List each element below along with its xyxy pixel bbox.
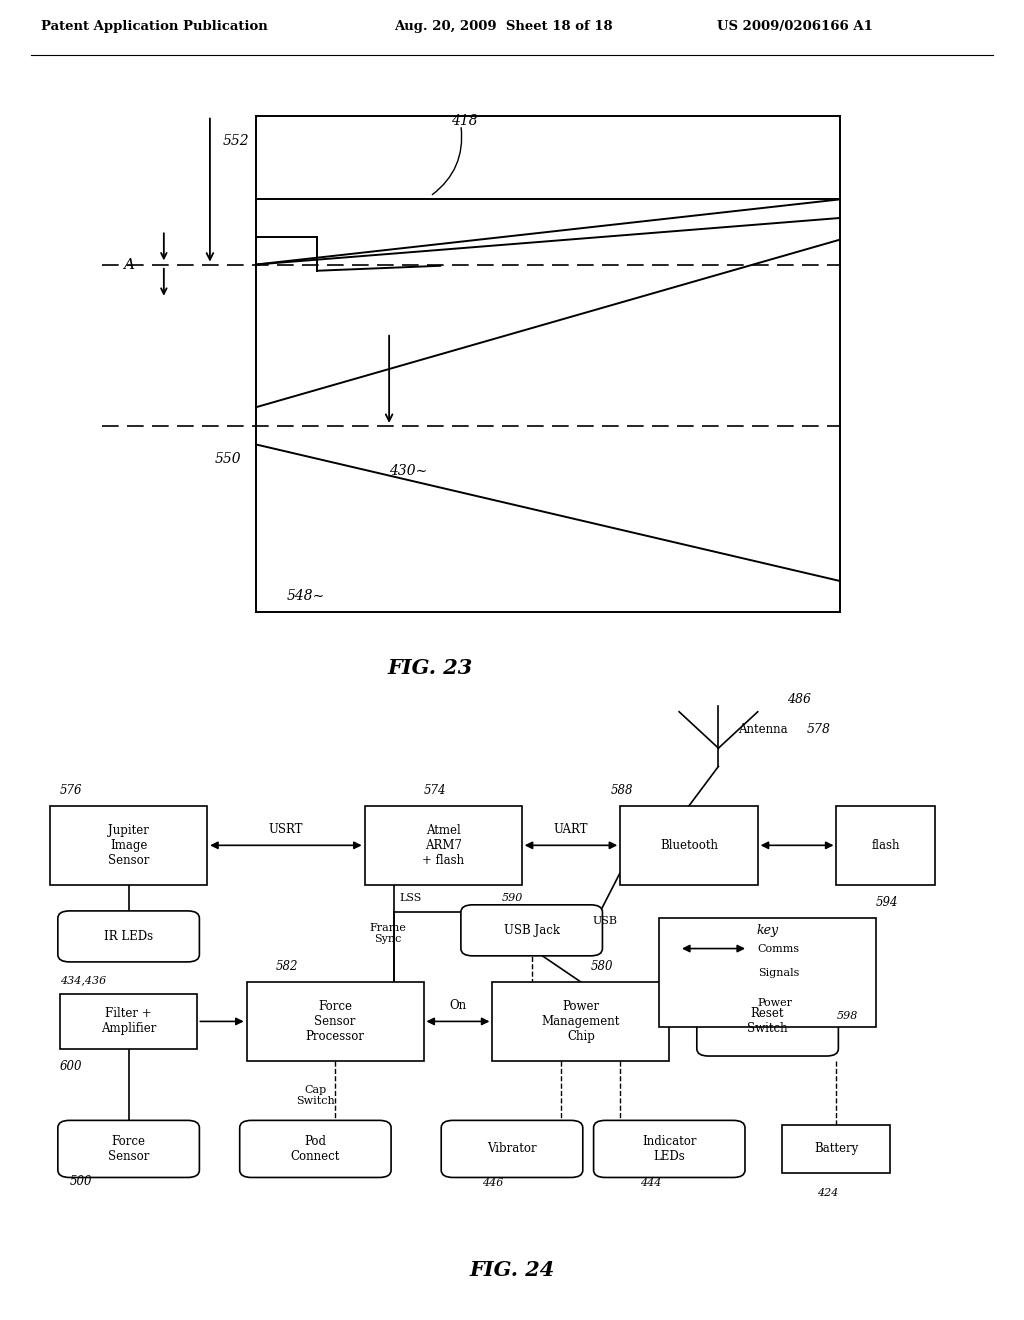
Text: 578: 578: [807, 723, 830, 737]
Text: FIG. 24: FIG. 24: [469, 1261, 555, 1280]
Text: 598: 598: [837, 1011, 858, 1022]
FancyBboxPatch shape: [493, 982, 670, 1061]
Text: flash: flash: [871, 838, 900, 851]
Text: Aug. 20, 2009  Sheet 18 of 18: Aug. 20, 2009 Sheet 18 of 18: [394, 20, 613, 33]
Text: 418: 418: [451, 114, 477, 128]
Text: Power
Management
Chip: Power Management Chip: [542, 1001, 620, 1043]
Text: 594: 594: [876, 896, 898, 909]
Text: Power: Power: [758, 998, 793, 1008]
Text: Jupiter
Image
Sensor: Jupiter Image Sensor: [108, 824, 150, 867]
Text: 552: 552: [222, 135, 249, 148]
Text: Force
Sensor
Processor: Force Sensor Processor: [305, 1001, 365, 1043]
Text: 446: 446: [482, 1179, 504, 1188]
Text: UART: UART: [554, 824, 588, 837]
Text: US 2009/0206166 A1: US 2009/0206166 A1: [717, 20, 872, 33]
Text: Antenna: Antenna: [738, 723, 787, 737]
Text: 500: 500: [70, 1175, 92, 1188]
Text: 588: 588: [610, 784, 633, 797]
Text: 548∼: 548∼: [287, 589, 325, 602]
FancyBboxPatch shape: [441, 1121, 583, 1177]
Text: A: A: [123, 257, 134, 272]
Text: Indicator
LEDs: Indicator LEDs: [642, 1135, 696, 1163]
FancyBboxPatch shape: [247, 982, 424, 1061]
FancyBboxPatch shape: [659, 919, 876, 1027]
FancyBboxPatch shape: [57, 1121, 200, 1177]
Text: 434,436: 434,436: [59, 975, 106, 985]
Text: USRT: USRT: [268, 824, 303, 837]
FancyBboxPatch shape: [837, 805, 935, 884]
Text: 430∼: 430∼: [389, 465, 427, 478]
FancyBboxPatch shape: [57, 911, 200, 962]
Text: IR LEDs: IR LEDs: [104, 929, 154, 942]
Text: Reset
Switch: Reset Switch: [748, 1007, 787, 1035]
Text: 574: 574: [424, 784, 446, 797]
FancyBboxPatch shape: [365, 805, 522, 884]
Text: Atmel
ARM7
+ flash: Atmel ARM7 + flash: [422, 824, 464, 867]
Text: Pod
Connect: Pod Connect: [291, 1135, 340, 1163]
Text: USB: USB: [593, 916, 617, 927]
Text: Force
Sensor: Force Sensor: [108, 1135, 150, 1163]
Text: Bluetooth: Bluetooth: [659, 838, 718, 851]
Text: LSS: LSS: [399, 894, 421, 903]
Text: Signals: Signals: [758, 968, 799, 978]
FancyBboxPatch shape: [594, 1121, 745, 1177]
Text: On: On: [450, 999, 467, 1012]
Text: Cap
Switch: Cap Switch: [296, 1085, 335, 1106]
Text: Patent Application Publication: Patent Application Publication: [41, 20, 267, 33]
Text: 590: 590: [502, 894, 523, 903]
Text: Filter +
Amplifier: Filter + Amplifier: [101, 1007, 157, 1035]
Text: 486: 486: [787, 693, 811, 706]
FancyBboxPatch shape: [240, 1121, 391, 1177]
Text: Vibrator: Vibrator: [487, 1142, 537, 1155]
Text: Comms: Comms: [758, 944, 800, 953]
Text: Battery: Battery: [814, 1142, 858, 1155]
FancyBboxPatch shape: [461, 904, 602, 956]
Text: FIG. 23: FIG. 23: [387, 657, 473, 678]
Text: Frame
Sync: Frame Sync: [370, 923, 407, 944]
Text: 582: 582: [276, 960, 299, 973]
Text: 550: 550: [215, 451, 242, 466]
Text: 600: 600: [59, 1060, 82, 1073]
FancyBboxPatch shape: [59, 994, 198, 1048]
Text: 424: 424: [817, 1188, 838, 1197]
Text: key: key: [757, 924, 778, 937]
FancyBboxPatch shape: [621, 805, 758, 884]
FancyBboxPatch shape: [696, 987, 839, 1056]
FancyBboxPatch shape: [50, 805, 207, 884]
Text: 576: 576: [59, 784, 82, 797]
Text: 580: 580: [591, 960, 613, 973]
Text: 444: 444: [640, 1179, 662, 1188]
Text: USB Jack: USB Jack: [504, 924, 560, 937]
FancyBboxPatch shape: [782, 1125, 891, 1173]
